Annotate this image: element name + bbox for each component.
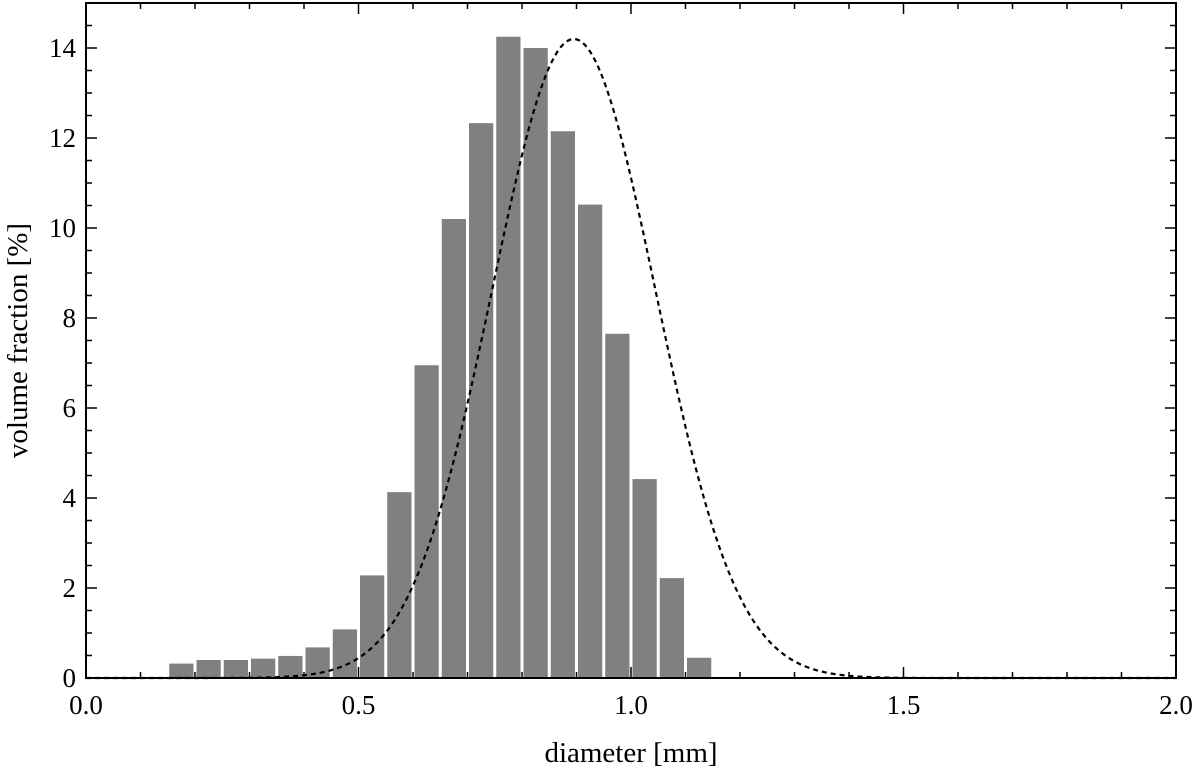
plot-frame [85,2,1177,679]
histogram-bar [332,629,357,678]
histogram-bar [523,48,548,678]
histogram-bar [550,131,575,678]
bars-layer [169,36,712,678]
histogram-bar [659,578,684,678]
tick-labels: 0.0 0.5 1.0 1.5 2.0 0 2 4 6 8 10 12 14 [49,33,1193,720]
y-tick-label: 0 [63,663,77,693]
histogram-bar [387,492,412,678]
x-tick-label: 0.5 [342,690,376,720]
histogram-bar [360,575,385,678]
x-axis-title: diameter [mm] [544,737,717,769]
histogram-bar [251,658,276,678]
histogram-bar [223,660,248,678]
histogram-bar [278,655,303,678]
x-tick-label: 0.0 [69,690,103,720]
y-tick-label: 10 [49,213,76,243]
y-tick-label: 14 [49,33,77,63]
x-tick-label: 1.0 [614,690,648,720]
histogram-bar [196,660,221,678]
y-tick-label: 4 [63,483,77,513]
x-tick-label: 1.5 [887,690,921,720]
histogram-bar [414,365,439,678]
histogram-bar [632,479,657,678]
histogram-bar [469,123,494,678]
histogram-bar [578,204,603,678]
histogram-bar [169,663,194,678]
histogram-bar [305,647,330,678]
fit-curve [86,37,1176,680]
y-axis-title: volume fraction [%] [2,223,34,458]
histogram-bar [605,333,630,678]
histogram-bar [496,36,521,678]
x-tick-label: 2.0 [1159,690,1193,720]
ticks-layer [85,2,1177,679]
y-tick-label: 8 [63,303,77,333]
y-tick-label: 12 [49,123,76,153]
y-tick-label: 6 [63,393,77,423]
histogram-bar [687,657,712,678]
y-tick-label: 2 [63,573,77,603]
histogram-bar [441,219,466,678]
